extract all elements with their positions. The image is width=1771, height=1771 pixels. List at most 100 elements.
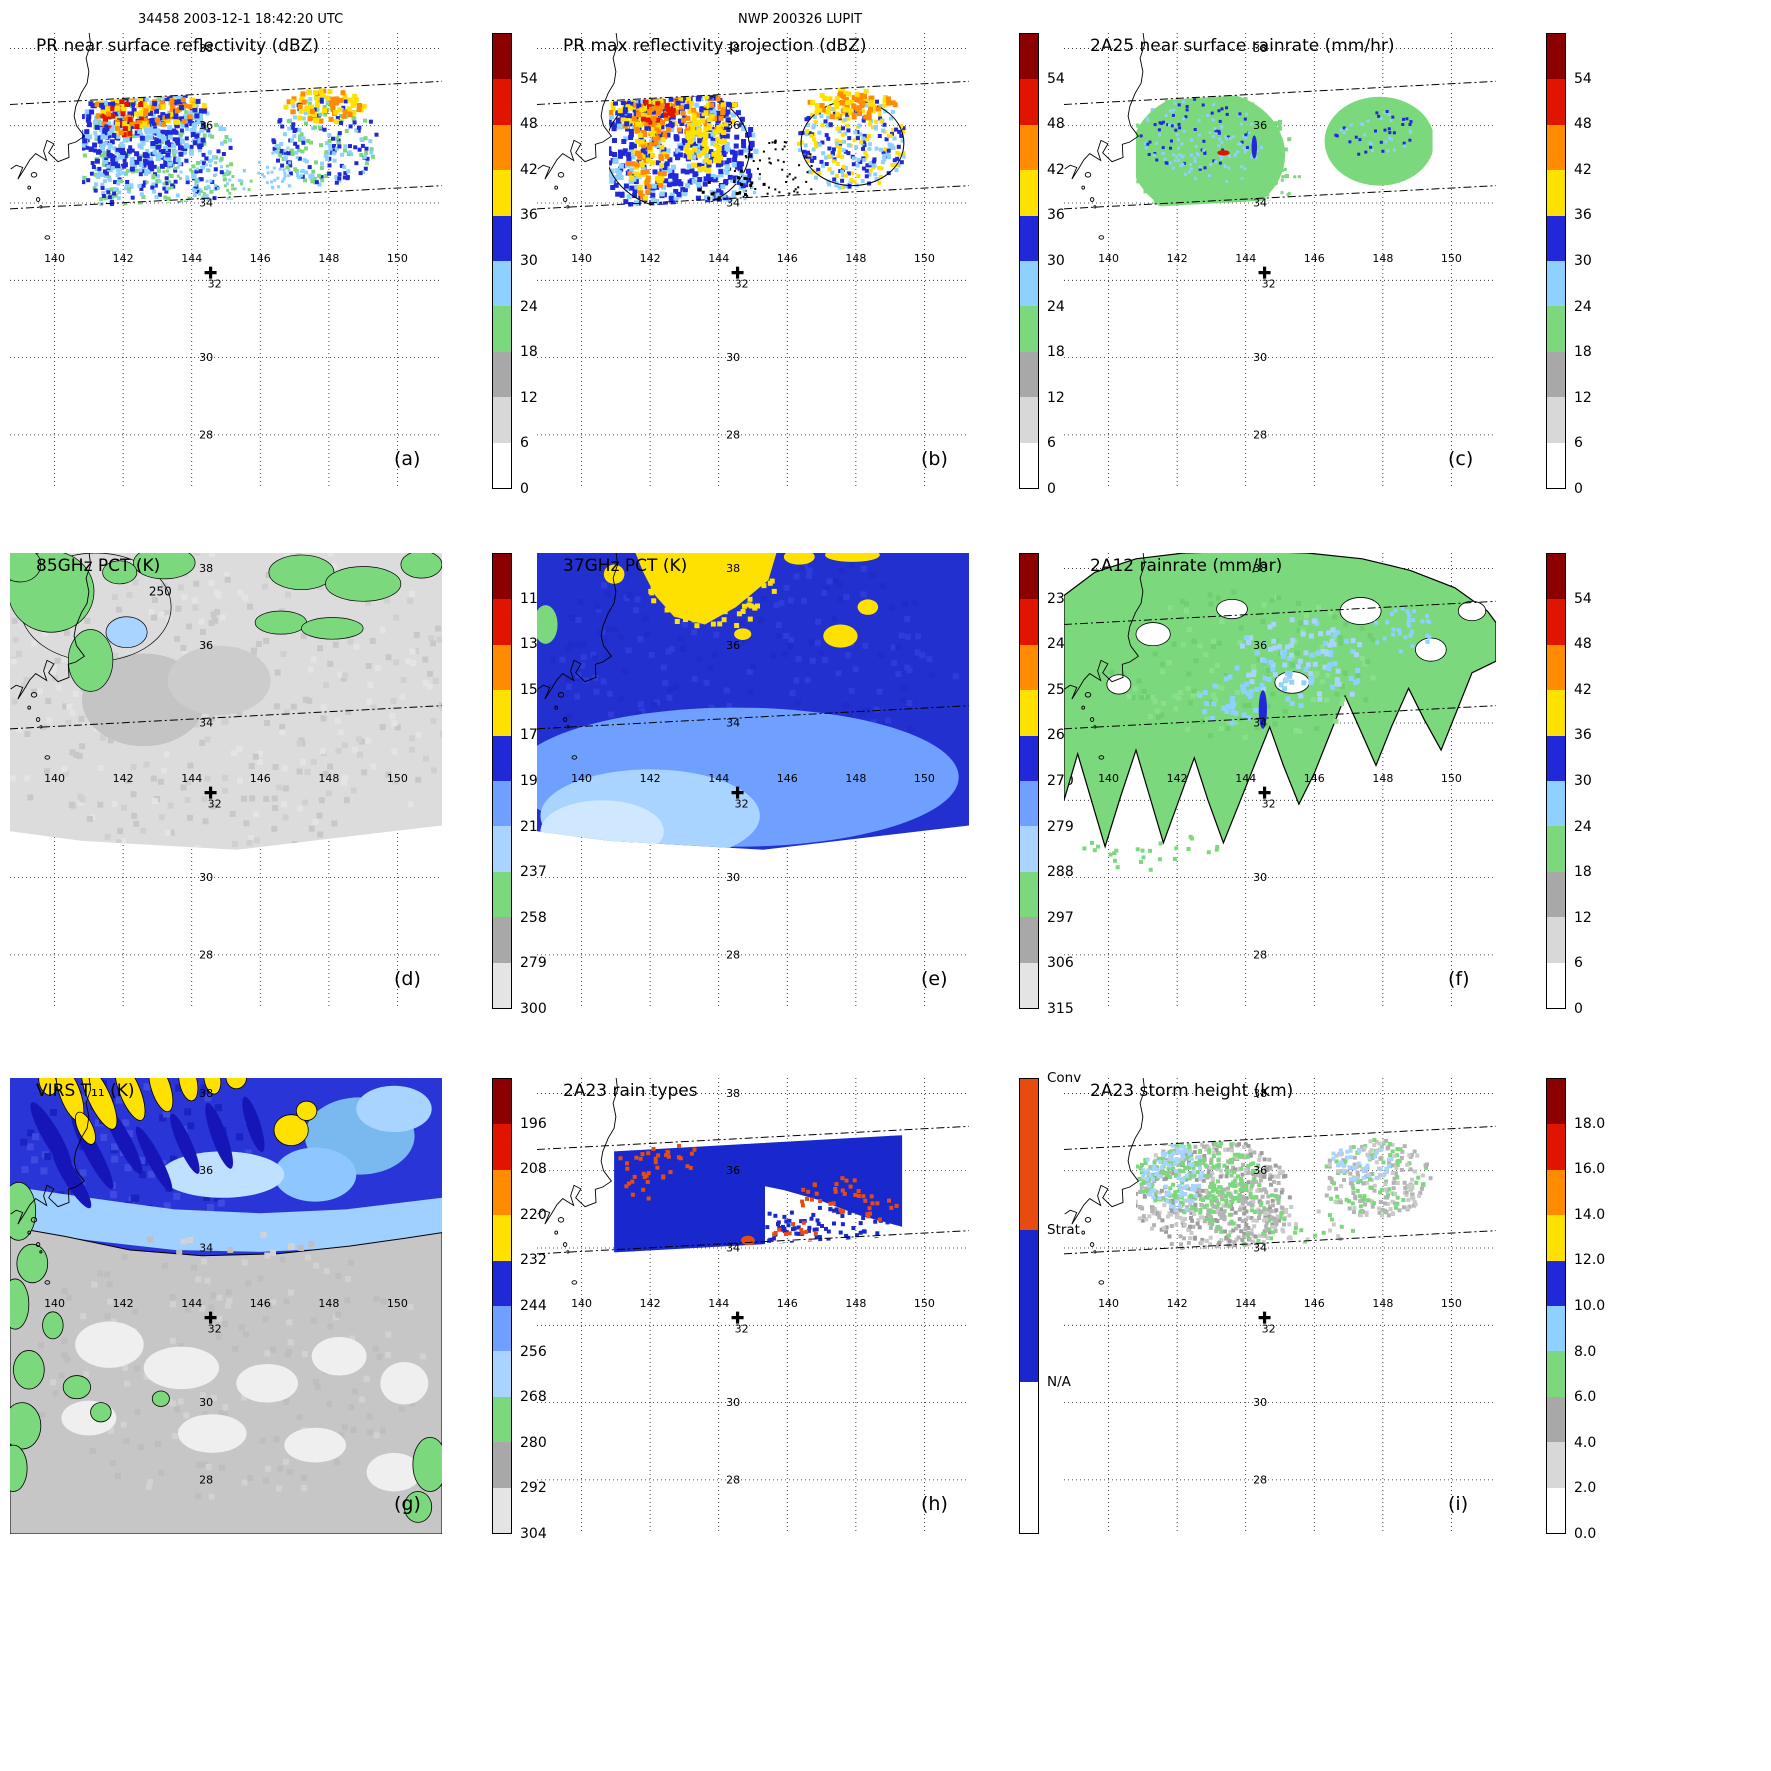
colorbar-segment: [493, 306, 511, 352]
coastline: [537, 1078, 619, 1285]
colorbar-segment: [493, 644, 511, 691]
colorbar-a: [492, 33, 512, 489]
map-f: 140 142 144 146 148 150 28 30 34 36 38 32: [1064, 553, 1496, 1009]
colorbar-tick: 10.0: [1574, 1298, 1606, 1314]
colorbar-segment: [493, 1306, 511, 1352]
map-c: 140 142 144 146 148 150 28 30 34 36 38 32: [1064, 33, 1496, 489]
swath-edge-lines: [10, 80, 442, 210]
colorbar-segment: [493, 1442, 511, 1488]
colorbar-tick: 315: [1047, 1001, 1074, 1017]
svg-text:32: 32: [208, 797, 222, 810]
colorbar-segment: [1547, 1442, 1565, 1488]
colorbar-segment: [493, 351, 511, 398]
data-raster-layer: [609, 83, 906, 208]
colorbar-segment: [493, 1079, 511, 1125]
colorbar-segment: [1020, 351, 1038, 398]
colorbar-segment: [493, 690, 511, 736]
colorbar-tick: 220: [520, 1206, 547, 1223]
panel-d: 250 140 142 144 146 148 150 28 30 34 36 38 32 85GHz P…: [8, 520, 598, 1035]
colorbar-tick: 42: [1574, 161, 1592, 178]
storm-center-cross: [204, 786, 217, 799]
storm-center-cross: [204, 266, 217, 279]
colorbar-e: [1019, 553, 1039, 1009]
svg-text:148: 148: [845, 252, 866, 265]
colorbar-tick: 54: [1574, 590, 1592, 607]
colorbar-segment: [1020, 442, 1038, 489]
svg-text:148: 148: [1372, 252, 1393, 265]
colorbar-segment: [1547, 351, 1565, 398]
colorbar-tick: 237: [520, 864, 547, 881]
colorbar-segment: [493, 79, 511, 125]
colorbar-tick: 300: [520, 1001, 547, 1017]
panel-a: 140 142 144 146 148 150 28 30 34 36 38 32 PR near su…: [8, 0, 598, 515]
panel-letter-f: (f): [1448, 968, 1470, 990]
svg-text:144: 144: [708, 252, 729, 265]
colorbar-tick: 6: [1574, 435, 1583, 452]
svg-text:34: 34: [1253, 197, 1267, 210]
colorbar-segment: [1020, 1079, 1038, 1231]
coastline: [537, 33, 619, 240]
colorbar-segment: [1020, 690, 1038, 736]
svg-text:140: 140: [1098, 252, 1119, 265]
colorbar-segment: [493, 871, 511, 918]
svg-text:148: 148: [318, 772, 339, 785]
colorbar-segment: [1547, 306, 1565, 352]
colorbar-segment: [1020, 215, 1038, 262]
data-raster-layer: [537, 553, 969, 850]
colorbar-segment: [1547, 124, 1565, 171]
svg-text:150: 150: [1441, 252, 1462, 265]
colorbar-segment: [1547, 1169, 1565, 1216]
colorbar-tick: 279: [520, 955, 547, 972]
panel-letter-h: (h): [921, 1493, 948, 1515]
colorbar-segment: [1547, 34, 1565, 80]
panel-g: 140 142 144 146 148 150 28 30 34 36 38 32 VIRS T₁₁ (…: [8, 1045, 598, 1560]
data-raster-layer: [82, 84, 379, 208]
panel-title-f: 2A12 rainrate (mm/hr): [1090, 556, 1283, 576]
colorbar-tick: 12: [520, 389, 538, 406]
colorbar-segment: [1020, 826, 1038, 872]
panel-f: 140 142 144 146 148 150 28 30 34 36 38 32 2A12 rainr…: [1062, 520, 1652, 1035]
colorbar-segment: [1020, 261, 1038, 307]
colorbar-tick: 244: [520, 1298, 547, 1314]
colorbar-segment: [1020, 79, 1038, 125]
svg-text:36: 36: [199, 639, 213, 652]
colorbar-segment: [1020, 599, 1038, 645]
colorbar-tick: 16.0: [1574, 1161, 1606, 1178]
colorbar-tick: 304: [520, 1526, 547, 1542]
svg-text:28: 28: [726, 428, 740, 441]
svg-text:28: 28: [199, 948, 213, 961]
colorbar-segment: [493, 554, 511, 600]
data-raster-layer: [1136, 90, 1433, 208]
svg-text:36: 36: [726, 119, 740, 132]
svg-text:38: 38: [1253, 42, 1267, 55]
colorbar-segment: [493, 1215, 511, 1261]
coastline: [537, 553, 619, 760]
colorbar-tick: 48: [1574, 116, 1592, 133]
svg-text:150: 150: [914, 252, 935, 265]
data-raster-layer: [1064, 553, 1496, 872]
panel-title-d: 85GHz PCT (K): [36, 556, 161, 576]
swath-edge-lines: [1064, 1125, 1496, 1255]
svg-text:142: 142: [640, 772, 661, 785]
colorbar-tick: 24: [520, 298, 538, 315]
colorbar-segment: [493, 1351, 511, 1397]
colorbar-tick: 288: [1047, 864, 1074, 881]
storm-name-label: NWP 200326 LUPIT: [737, 12, 863, 27]
panel-i: 140 142 144 146 148 150 28 30 34 36 38 32 2A23 storm…: [1062, 1045, 1652, 1560]
colorbar-segment: [1547, 79, 1565, 125]
colorbar-segment: [493, 1260, 511, 1307]
svg-text:32: 32: [1262, 797, 1276, 810]
svg-text:146: 146: [1304, 252, 1325, 265]
colorbar-tick: 306: [1047, 955, 1074, 972]
colorbar-label-strat: Strat: [1047, 1222, 1080, 1238]
colorbar-tick: 54: [520, 70, 538, 87]
svg-text:38: 38: [1253, 562, 1267, 575]
storm-center-cross: [1258, 786, 1271, 799]
colorbar-segment: [1547, 962, 1565, 1009]
colorbar-segment: [1547, 871, 1565, 918]
colorbar-segment: [493, 962, 511, 1009]
